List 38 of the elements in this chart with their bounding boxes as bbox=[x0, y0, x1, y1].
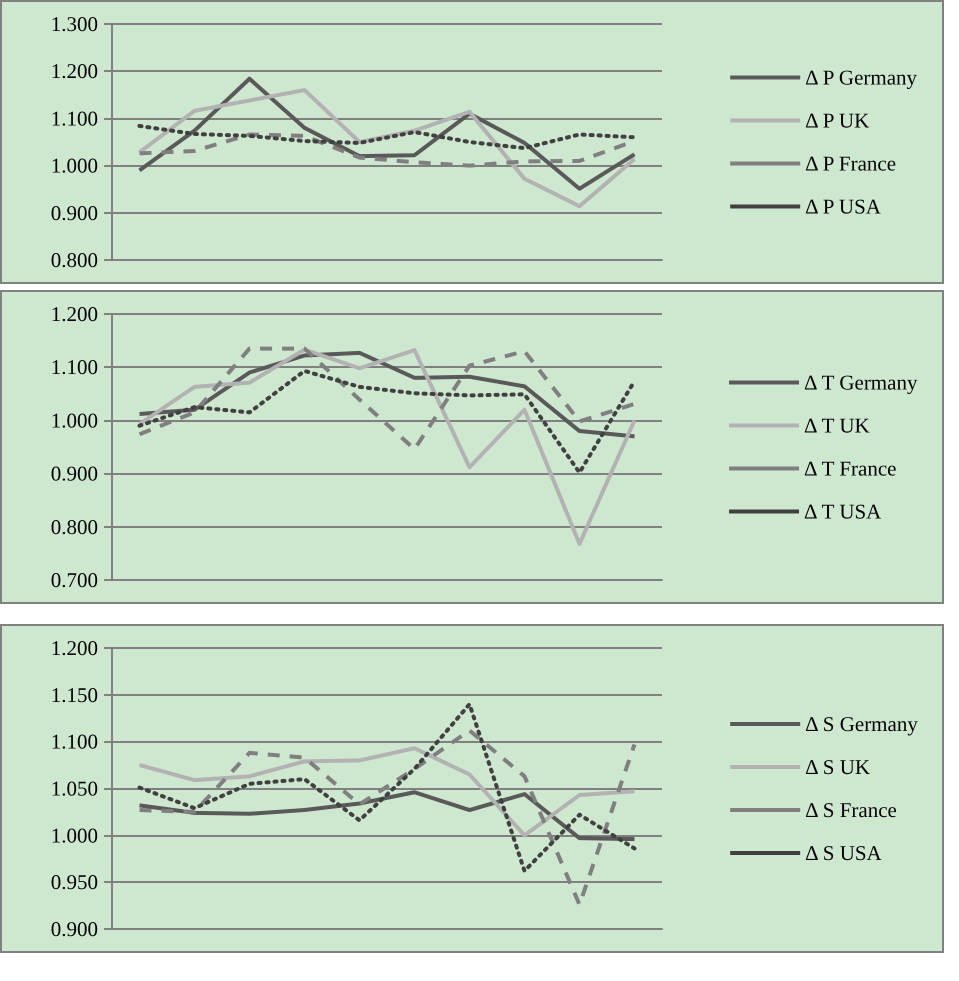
legend-label: Δ P France bbox=[805, 152, 896, 176]
y-tick-label: 1.200 bbox=[50, 59, 98, 84]
line-series bbox=[138, 124, 636, 150]
line-series bbox=[138, 76, 636, 191]
y-tick-label: 1.000 bbox=[50, 408, 98, 432]
legend-label: Δ P Germany bbox=[805, 66, 918, 90]
line-series bbox=[138, 702, 636, 873]
legend-label: Δ S UK bbox=[805, 755, 870, 779]
y-tick-label: 0.950 bbox=[50, 870, 98, 894]
y-tick-label: 0.900 bbox=[50, 200, 98, 225]
y-tick-label: 1.150 bbox=[50, 682, 98, 707]
line-series bbox=[138, 88, 636, 208]
legend-label: Δ S France bbox=[805, 798, 897, 822]
legend-label: Δ T France bbox=[804, 456, 896, 480]
y-tick-label: 1.200 bbox=[50, 636, 98, 660]
legend-label: Δ P UK bbox=[805, 108, 870, 132]
y-tick-label: 1.100 bbox=[50, 730, 98, 754]
y-tick-label: 0.700 bbox=[50, 568, 98, 592]
legend-label: Δ S Germany bbox=[805, 712, 918, 736]
y-tick-label: 1.300 bbox=[50, 12, 98, 36]
y-tick-label: 1.050 bbox=[50, 776, 98, 800]
legend-label: Δ S USA bbox=[805, 841, 883, 865]
y-tick-label: 1.100 bbox=[50, 106, 98, 130]
legend-label: Δ T UK bbox=[804, 414, 870, 438]
y-tick-label: 1.000 bbox=[50, 154, 98, 178]
y-tick-label: 1.000 bbox=[50, 823, 98, 848]
y-tick-label: 1.200 bbox=[50, 302, 98, 326]
y-tick-label: 1.100 bbox=[50, 355, 98, 380]
line-series bbox=[138, 368, 636, 475]
legend-label: Δ T Germany bbox=[804, 370, 918, 394]
y-tick-label: 0.900 bbox=[50, 917, 98, 941]
legend-label: Δ P USA bbox=[805, 194, 882, 218]
line-series bbox=[138, 348, 636, 546]
line-series bbox=[138, 746, 636, 838]
y-tick-label: 0.900 bbox=[50, 462, 98, 486]
y-tick-label: 0.800 bbox=[50, 514, 98, 539]
y-tick-label: 0.800 bbox=[50, 248, 98, 272]
legend-label: Δ T USA bbox=[804, 500, 882, 524]
